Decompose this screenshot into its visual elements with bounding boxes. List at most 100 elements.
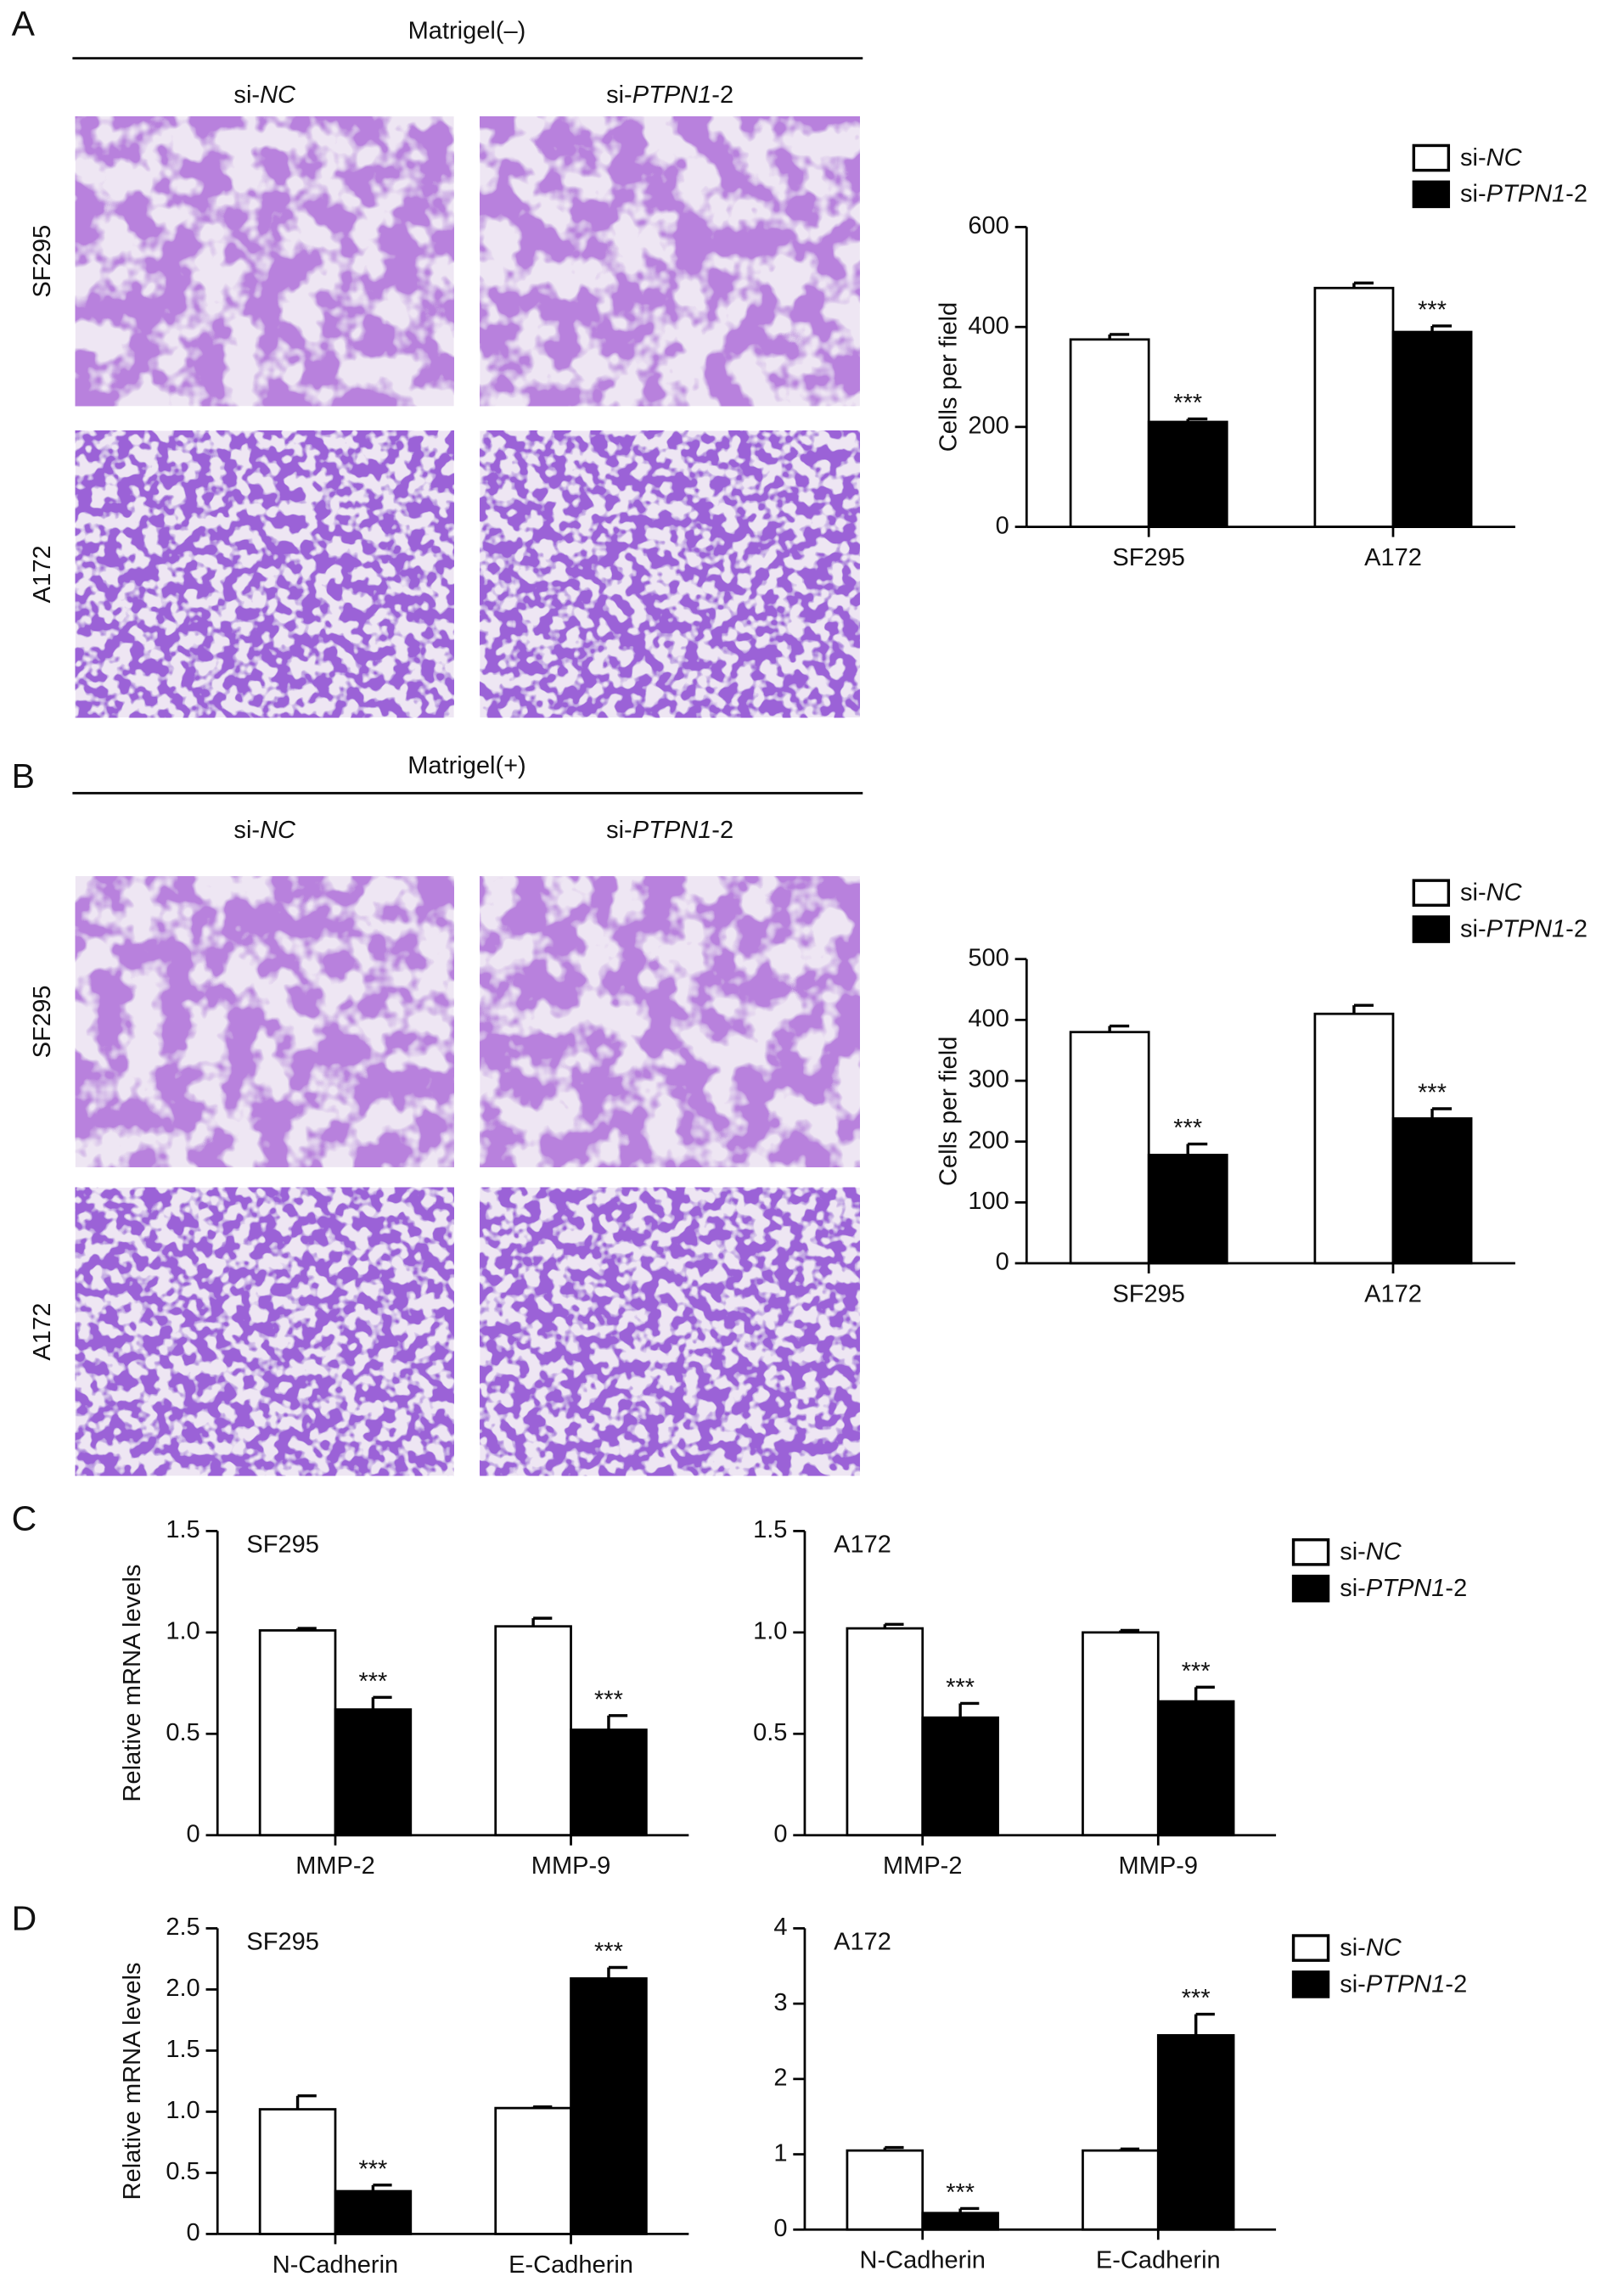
bar: [1391, 1117, 1473, 1265]
chart-subtitle: SF295: [246, 1531, 319, 1558]
y-tick-label: 4: [773, 1914, 787, 1941]
y-tick-label: 1.0: [166, 1618, 199, 1645]
error-bar: [1430, 1107, 1453, 1119]
column-label: si-PTPN1-2: [606, 817, 733, 844]
bar: [1156, 2034, 1235, 2231]
y-axis-label: Cells per field: [935, 302, 962, 452]
significance: ***: [358, 1668, 387, 1695]
x-tick-label: SF295: [1112, 1280, 1185, 1307]
legend-label: si-PTPN1-2: [1460, 180, 1587, 207]
bar: [334, 1708, 413, 1837]
y-tick-label: 0: [773, 2215, 787, 2242]
bar: [1313, 286, 1395, 528]
y-tick-label: 600: [968, 212, 1009, 239]
bar: [921, 1716, 999, 1837]
bar: [494, 2106, 572, 2235]
panel-label: A: [12, 4, 36, 43]
legend-label: si-PTPN1-2: [1460, 915, 1587, 942]
y-tick-label: 300: [968, 1066, 1009, 1093]
bar: [570, 1977, 648, 2235]
error-bar: [883, 2145, 904, 2151]
legend-key: [1412, 915, 1451, 943]
chart-subtitle: A172: [834, 1531, 891, 1558]
column-label: si-NC: [233, 817, 296, 844]
error-bar: [1430, 324, 1453, 333]
bar: [258, 1629, 337, 1837]
legend-key: [1291, 1538, 1330, 1566]
row-label: A172: [29, 545, 56, 603]
x-tick-label: A172: [1364, 1280, 1422, 1307]
significance: ***: [594, 1938, 623, 1965]
y-tick-label: 0: [187, 2219, 200, 2246]
error-bar: [1108, 1024, 1130, 1032]
chart-subtitle: SF295: [246, 1928, 319, 1955]
significance: ***: [1418, 1080, 1447, 1107]
bar: [258, 2108, 337, 2235]
micrograph: [75, 876, 454, 1167]
micrograph: [75, 116, 454, 407]
y-tick-label: 200: [968, 413, 1009, 440]
y-axis-label: Relative mRNA levels: [119, 1962, 146, 2200]
y-tick-label: 1.5: [166, 2036, 199, 2063]
legend-label: si-NC: [1460, 144, 1523, 171]
bar: [1147, 420, 1228, 528]
bar: [570, 1728, 648, 1837]
x-tick-label: MMP-9: [1119, 1852, 1199, 1880]
error-bar: [1186, 1142, 1208, 1155]
y-axis-label: Relative mRNA levels: [119, 1565, 146, 1802]
legend-key: [1412, 143, 1451, 172]
error-bar: [1194, 2012, 1215, 2036]
y-tick-label: 500: [968, 944, 1009, 971]
error-bar: [1352, 1003, 1374, 1015]
x-tick-label: N-Cadherin: [860, 2247, 986, 2274]
row-label: A172: [29, 1303, 56, 1361]
micrograph: [75, 430, 454, 718]
legend-label: si-NC: [1340, 1538, 1402, 1565]
y-tick-label: 0: [996, 512, 1009, 539]
bar: [921, 2212, 999, 2231]
bar: [1147, 1154, 1228, 1265]
error-bar: [531, 1616, 553, 1627]
error-bar: [371, 2184, 392, 2192]
error-bar: [295, 1627, 317, 1631]
x-tick-label: MMP-2: [883, 1852, 963, 1880]
error-bar: [295, 2094, 317, 2110]
legend-label: si-PTPN1-2: [1340, 1970, 1467, 1998]
column-label: si-PTPN1-2: [606, 82, 733, 109]
y-tick-label: 2.0: [166, 1975, 199, 2002]
error-bar: [1186, 417, 1208, 422]
micrograph: [75, 1187, 454, 1476]
error-bar: [371, 1695, 392, 1710]
y-tick-label: 2: [773, 2065, 787, 2092]
y-tick-label: 0.5: [753, 1719, 787, 1746]
significance: ***: [594, 1686, 623, 1713]
y-tick-label: 0: [996, 1249, 1009, 1276]
error-bar: [531, 2105, 553, 2109]
x-tick-label: SF295: [1112, 544, 1185, 571]
y-tick-label: 400: [968, 312, 1009, 340]
y-tick-label: 200: [968, 1127, 1009, 1154]
bar: [334, 2189, 413, 2235]
error-bar: [1108, 333, 1130, 340]
panel-label: D: [12, 1899, 37, 1938]
y-tick-label: 1.5: [753, 1516, 787, 1543]
x-tick-label: N-Cadherin: [273, 2251, 398, 2279]
x-tick-label: E-Cadherin: [509, 2251, 633, 2279]
bar: [846, 2149, 924, 2231]
y-tick-label: 3: [773, 1989, 787, 2016]
bar: [1082, 1631, 1160, 1837]
error-bar: [607, 1965, 628, 1979]
x-tick-label: MMP-2: [295, 1852, 375, 1880]
bar: [1069, 1031, 1150, 1265]
panel-label: C: [12, 1498, 37, 1537]
significance: ***: [1182, 1658, 1211, 1685]
bar: [1391, 330, 1473, 528]
legend-key: [1412, 879, 1451, 907]
legend-label: si-NC: [1460, 879, 1523, 906]
y-tick-label: 0.5: [166, 1719, 199, 1746]
significance: ***: [1182, 1985, 1211, 2012]
error-bar: [958, 1701, 980, 1718]
y-tick-label: 1.5: [166, 1516, 199, 1543]
bar: [1082, 2149, 1160, 2231]
